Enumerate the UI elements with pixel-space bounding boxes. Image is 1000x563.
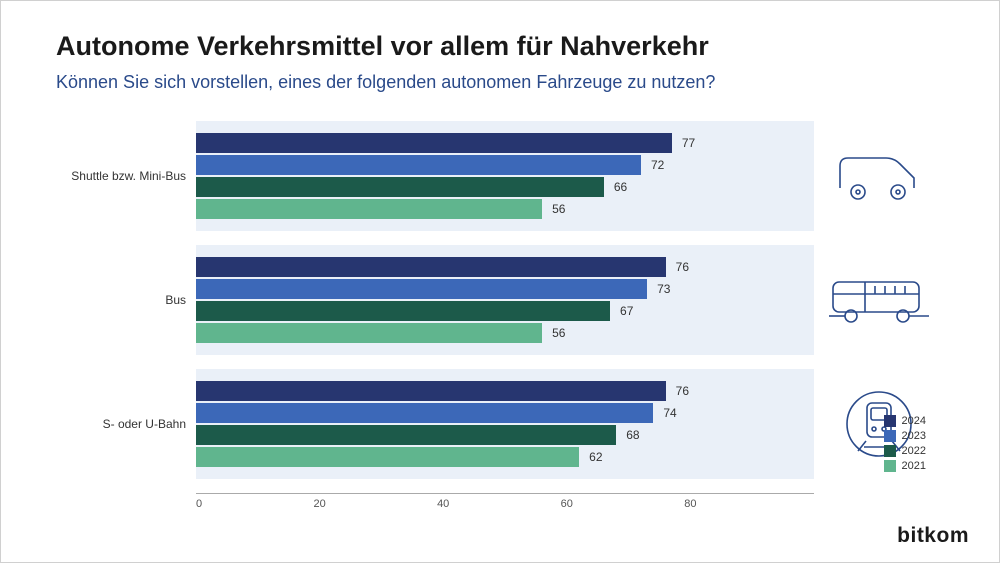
x-axis-tick: 20 bbox=[313, 498, 325, 510]
bar bbox=[196, 279, 647, 299]
bar-value-label: 62 bbox=[589, 450, 602, 464]
legend-item: 2021 bbox=[884, 460, 926, 472]
legend-swatch bbox=[884, 445, 896, 457]
bar bbox=[196, 199, 542, 219]
bars-group: 77 72 66 56 bbox=[196, 121, 814, 231]
x-axis-tick: 60 bbox=[561, 498, 573, 510]
bars-group: 76 73 67 56 bbox=[196, 245, 814, 355]
x-axis: 0 20 40 60 80 bbox=[196, 493, 814, 517]
chart-title: Autonome Verkehrsmittel vor allem für Na… bbox=[56, 31, 944, 62]
legend-label: 2024 bbox=[902, 415, 926, 427]
chart-row: Bus 76 73 67 56 bbox=[56, 245, 944, 355]
bar bbox=[196, 381, 666, 401]
category-label: S- oder U-Bahn bbox=[56, 369, 196, 479]
bars-group: 7674 68 62 bbox=[196, 369, 814, 479]
bar-value-label: 76 bbox=[676, 260, 689, 274]
bar bbox=[196, 425, 616, 445]
chart-row: Shuttle bzw. Mini-Bus 77 72 66 56 bbox=[56, 121, 944, 231]
bar-value-label: 73 bbox=[657, 282, 670, 296]
bar-value-label: 66 bbox=[614, 180, 627, 194]
bar bbox=[196, 177, 604, 197]
bar bbox=[196, 447, 579, 467]
x-axis-tick: 0 bbox=[196, 498, 202, 510]
category-label: Shuttle bzw. Mini-Bus bbox=[56, 121, 196, 231]
bar-value-label: 67 bbox=[620, 304, 633, 318]
bar bbox=[196, 133, 672, 153]
bar bbox=[196, 301, 610, 321]
bar bbox=[196, 155, 641, 175]
bar bbox=[196, 323, 542, 343]
bar-value-label: 76 bbox=[676, 384, 689, 398]
bar bbox=[196, 257, 666, 277]
bar bbox=[196, 403, 653, 423]
legend-label: 2021 bbox=[902, 460, 926, 472]
chart-subtitle: Können Sie sich vorstellen, eines der fo… bbox=[56, 72, 944, 93]
legend-item: 2023 bbox=[884, 430, 926, 442]
bar-value-label: 56 bbox=[552, 202, 565, 216]
legend-swatch bbox=[884, 415, 896, 427]
x-axis-tick: 80 bbox=[684, 498, 696, 510]
bar-value-label: 56 bbox=[552, 326, 565, 340]
legend-swatch bbox=[884, 430, 896, 442]
legend-swatch bbox=[884, 460, 896, 472]
chart-row: S- oder U-Bahn 7674 68 62 bbox=[56, 369, 944, 479]
bar-value-label: 68 bbox=[626, 428, 639, 442]
bar-value-label: 77 bbox=[682, 136, 695, 150]
category-label: Bus bbox=[56, 245, 196, 355]
bar-value-label: 72 bbox=[651, 158, 664, 172]
legend-label: 2023 bbox=[902, 430, 926, 442]
x-axis-tick: 40 bbox=[437, 498, 449, 510]
legend-item: 2022 bbox=[884, 445, 926, 457]
bar-value-label: 74 bbox=[663, 406, 676, 420]
legend-item: 2024 bbox=[884, 415, 926, 427]
bitkom-logo: bitkom bbox=[897, 524, 969, 548]
bus-icon bbox=[814, 245, 944, 355]
legend: 2024 2023 2022 2021 bbox=[884, 412, 926, 475]
van-icon bbox=[814, 121, 944, 231]
legend-label: 2022 bbox=[902, 445, 926, 457]
chart-area: Shuttle bzw. Mini-Bus 77 72 66 56 Bus 76 73 67 56… bbox=[56, 121, 944, 517]
